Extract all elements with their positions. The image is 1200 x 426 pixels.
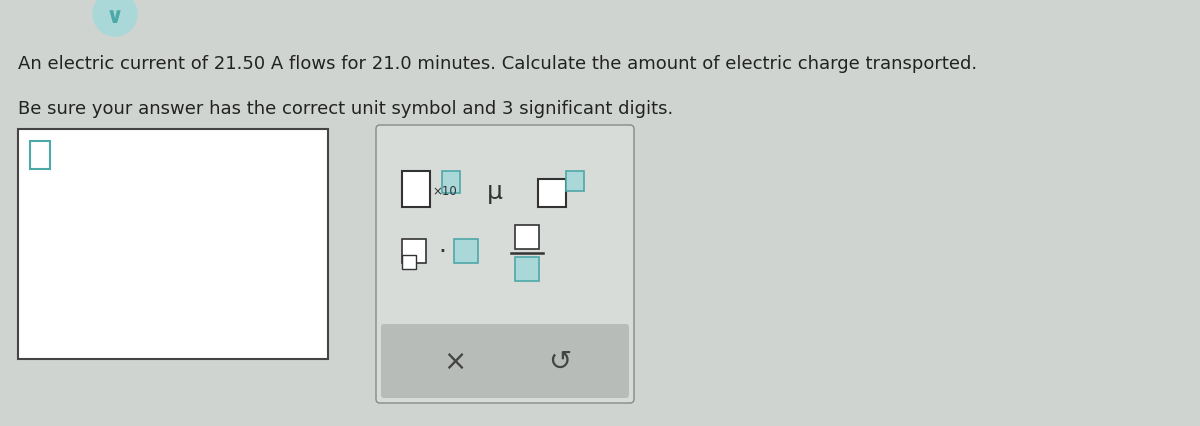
FancyBboxPatch shape <box>382 324 629 398</box>
FancyBboxPatch shape <box>376 126 634 403</box>
Text: ∨: ∨ <box>106 7 124 27</box>
Text: ↺: ↺ <box>548 347 571 375</box>
Bar <box>515 225 539 249</box>
Bar <box>515 257 539 281</box>
Bar <box>402 256 416 269</box>
Bar <box>566 172 584 192</box>
Bar <box>442 172 460 193</box>
Text: Be sure your answer has the correct unit symbol and 3 significant digits.: Be sure your answer has the correct unit… <box>18 100 673 118</box>
Text: ·: · <box>438 239 446 263</box>
Bar <box>18 130 328 359</box>
Bar <box>538 180 566 207</box>
Text: μ: μ <box>487 180 503 204</box>
Bar <box>402 172 430 207</box>
Bar <box>454 239 478 263</box>
Text: ×10: ×10 <box>432 184 457 198</box>
Bar <box>402 239 426 263</box>
Circle shape <box>94 0 137 37</box>
Text: An electric current of 21.50 A flows for 21.0 minutes. Calculate the amount of e: An electric current of 21.50 A flows for… <box>18 55 977 73</box>
Text: ×: × <box>443 347 467 375</box>
Bar <box>30 142 50 170</box>
